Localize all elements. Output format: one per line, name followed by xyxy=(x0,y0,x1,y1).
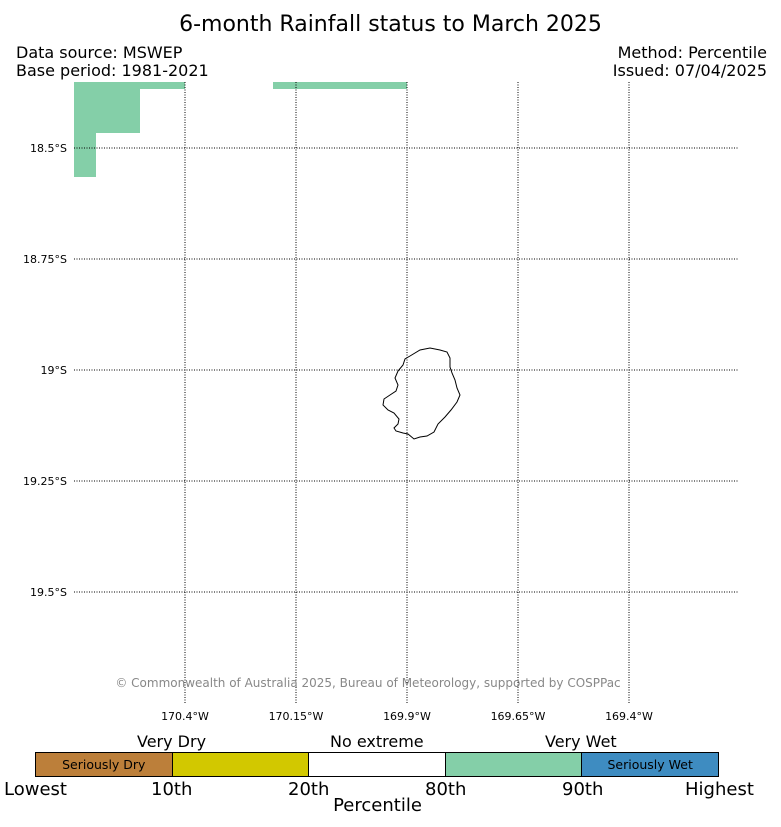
tick-label-90th: 90th xyxy=(562,779,604,800)
very-wet-cell xyxy=(273,82,407,89)
colorbar-bin-seriously-dry: Seriously Dry xyxy=(36,753,173,776)
colorbar-bin-very-wet xyxy=(445,753,583,776)
lat-label: 19.25°S xyxy=(23,475,67,488)
tick-label-highest: Highest xyxy=(685,779,754,800)
rainfall-map: 18.5°S 18.75°S 19°S 19.25°S 19.5°S 170.4… xyxy=(23,82,739,723)
very-wet-group-label: Very Wet xyxy=(545,732,617,751)
base-period-label: Base period: 1981-2021 xyxy=(16,61,209,80)
lon-label: 169.9°W xyxy=(383,710,431,723)
lon-label: 170.15°W xyxy=(269,710,324,723)
very-dry-group-label: Very Dry xyxy=(137,732,207,751)
lat-label: 19°S xyxy=(41,364,67,377)
lat-label: 19.5°S xyxy=(30,586,67,599)
very-wet-cell xyxy=(74,82,96,177)
colorbar-bin-very-dry xyxy=(172,753,310,776)
lon-label: 169.4°W xyxy=(605,710,653,723)
method-label: Method: Percentile xyxy=(617,43,767,62)
island-coastline xyxy=(382,347,461,440)
colorbar: Seriously Dry Seriously Wet xyxy=(35,752,719,777)
data-source-label: Data source: MSWEP xyxy=(16,43,183,62)
lat-label: 18.75°S xyxy=(23,253,67,266)
issued-date-label: Issued: 07/04/2025 xyxy=(612,61,767,80)
tick-label-20th: 20th xyxy=(288,779,330,800)
colorbar-bin-seriously-wet: Seriously Wet xyxy=(582,753,718,776)
colorbar-bin-no-extreme xyxy=(309,753,446,776)
copyright-notice: © Commonwealth of Australia 2025, Bureau… xyxy=(115,676,620,690)
tick-label-80th: 80th xyxy=(425,779,467,800)
map-title: 6-month Rainfall status to March 2025 xyxy=(179,12,602,37)
very-wet-cells xyxy=(74,82,407,177)
tick-label-lowest: Lowest xyxy=(4,779,67,800)
colorbar-bin-label: Seriously Dry xyxy=(62,757,146,772)
percentile-axis-label: Percentile xyxy=(333,795,422,816)
lon-label: 170.4°W xyxy=(161,710,209,723)
no-extreme-group-label: No extreme xyxy=(330,732,424,751)
colorbar-bin-label: Seriously Wet xyxy=(607,757,693,772)
tick-label-10th: 10th xyxy=(151,779,193,800)
graticule xyxy=(74,82,739,703)
lat-label: 18.5°S xyxy=(30,142,67,155)
lon-label: 169.65°W xyxy=(491,710,546,723)
